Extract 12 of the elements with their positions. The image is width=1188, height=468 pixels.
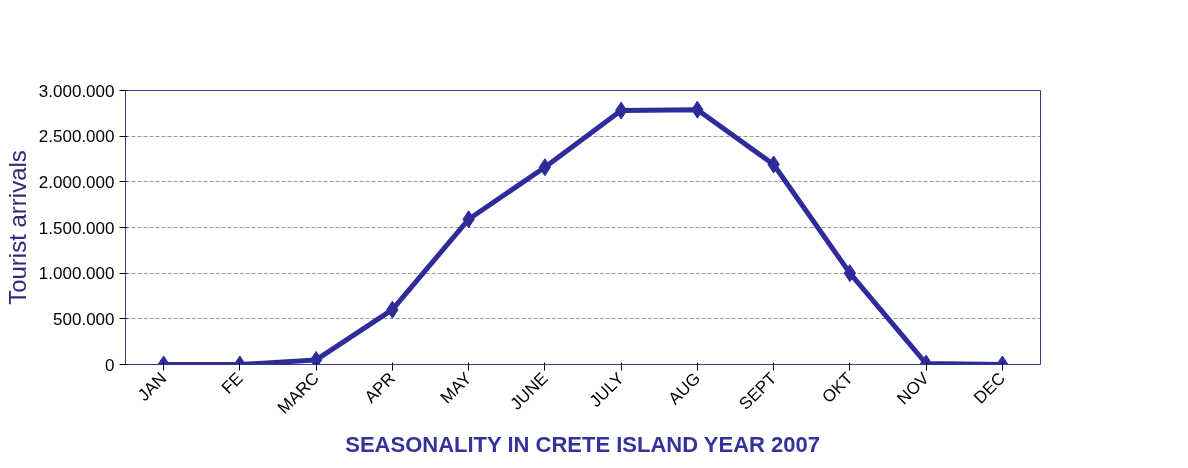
y-tick-label: 0 <box>105 355 115 375</box>
y-tick-label: 2.000.000 <box>38 172 115 192</box>
x-tick-label: FE <box>217 368 247 398</box>
x-axis-title: SEASONALITY IN CRETE ISLAND YEAR 2007 <box>345 432 820 458</box>
y-tick-label: 3.000.000 <box>38 81 115 101</box>
y-tick-label: 500.000 <box>53 309 115 329</box>
point <box>538 158 552 177</box>
y-axis-title: Tourist arrivals <box>3 150 31 305</box>
y-tick-label: 2.500.000 <box>38 127 115 147</box>
y-tick-label: 1.500.000 <box>38 218 115 238</box>
y-tick-label: 1.000.000 <box>38 264 115 284</box>
point <box>614 101 628 120</box>
